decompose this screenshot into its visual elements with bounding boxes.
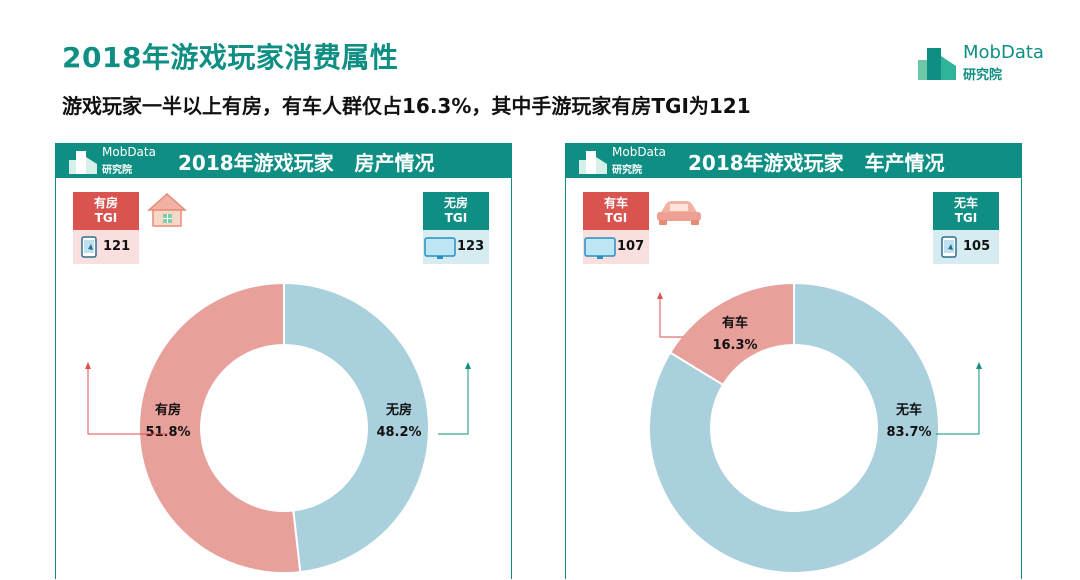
panel-house: MobData 研究院 2018年游戏玩家 房产情况 有房 TGI 121 无房… [55,143,512,579]
donut-slice-1 [648,281,940,574]
slice-category-label: 有车 [722,315,748,331]
tgi-card-no-car: 无车 TGI 105 [933,192,999,264]
panel-title: 2018年游戏玩家 车产情况 [688,151,945,175]
tgi-label: TGI [954,211,978,225]
tgi-label: TGI [94,211,118,225]
panel-title: 2018年游戏玩家 房产情况 [178,151,435,175]
brand-sub: 研究院 [963,68,1003,83]
panel-brand-sub: 研究院 [612,165,642,176]
monitor-icon [584,237,616,259]
slice-category-label: 无车 [895,402,922,418]
page-title: 2018年游戏玩家消费属性 [62,41,399,74]
leader-line [438,368,469,435]
donut-chart-house: 有房 51.8% 无房 48.2% [85,281,471,574]
tgi-card-has-house: 有房 TGI 121 [73,192,139,264]
panel-header: MobData 研究院 2018年游戏玩家 房产情况 [56,144,511,178]
arrow-up-icon [976,362,982,369]
tgi-value: 107 [617,239,645,254]
brand-logo: MobData 研究院 [916,42,1056,86]
donut-slice-0 [138,281,302,574]
leader-line [936,368,980,435]
tgi-label: TGI [604,211,628,225]
tgi-label: 有车 [603,196,628,210]
donut-chart-car: 有车 16.3% 无车 83.7% [648,281,982,574]
slice-category-label: 有房 [155,402,181,418]
page-subtitle: 游戏玩家一半以上有房，有车人群仅占16.3%，其中手游玩家有房TGI为121 [62,94,751,118]
slice-value-label: 48.2% [376,425,421,440]
tgi-value: 123 [457,239,485,254]
mobdata-logo-icon [69,151,97,174]
mobile-phone-icon [81,236,97,258]
car-icon [657,201,701,225]
slice-value-label: 16.3% [712,338,757,353]
tgi-label: TGI [444,211,468,225]
panel-brand: MobData [102,145,156,159]
panel-brand: MobData [612,145,666,159]
monitor-icon [424,237,456,259]
panel-brand-sub: 研究院 [102,165,132,176]
arrow-up-icon [657,292,663,299]
tgi-value: 105 [963,239,991,254]
tgi-label: 有房 [93,196,118,210]
slice-value-label: 51.8% [145,425,190,440]
mobdata-logo-icon [918,48,956,80]
panel-header: MobData 研究院 2018年游戏玩家 车产情况 [566,144,1021,178]
tgi-value: 121 [103,239,131,254]
slice-category-label: 无房 [385,402,412,418]
arrow-up-icon [465,362,471,369]
brand-name: MobData [963,42,1044,63]
house-icon [147,192,187,227]
tgi-card-no-house: 无房 TGI 123 [423,192,489,264]
slice-value-label: 83.7% [886,425,931,440]
leader-line [659,298,683,338]
leader-line [87,368,167,435]
arrow-up-icon [85,362,91,369]
tgi-label: 无房 [443,196,468,210]
donut-slice-1 [283,281,430,574]
tgi-label: 无车 [953,196,978,210]
tgi-card-has-car: 有车 TGI 107 [583,192,649,264]
panel-car: MobData 研究院 2018年游戏玩家 车产情况 有车 TGI 107 无车… [565,143,1022,579]
mobile-phone-icon [941,236,957,258]
mobdata-logo-icon [579,151,607,174]
